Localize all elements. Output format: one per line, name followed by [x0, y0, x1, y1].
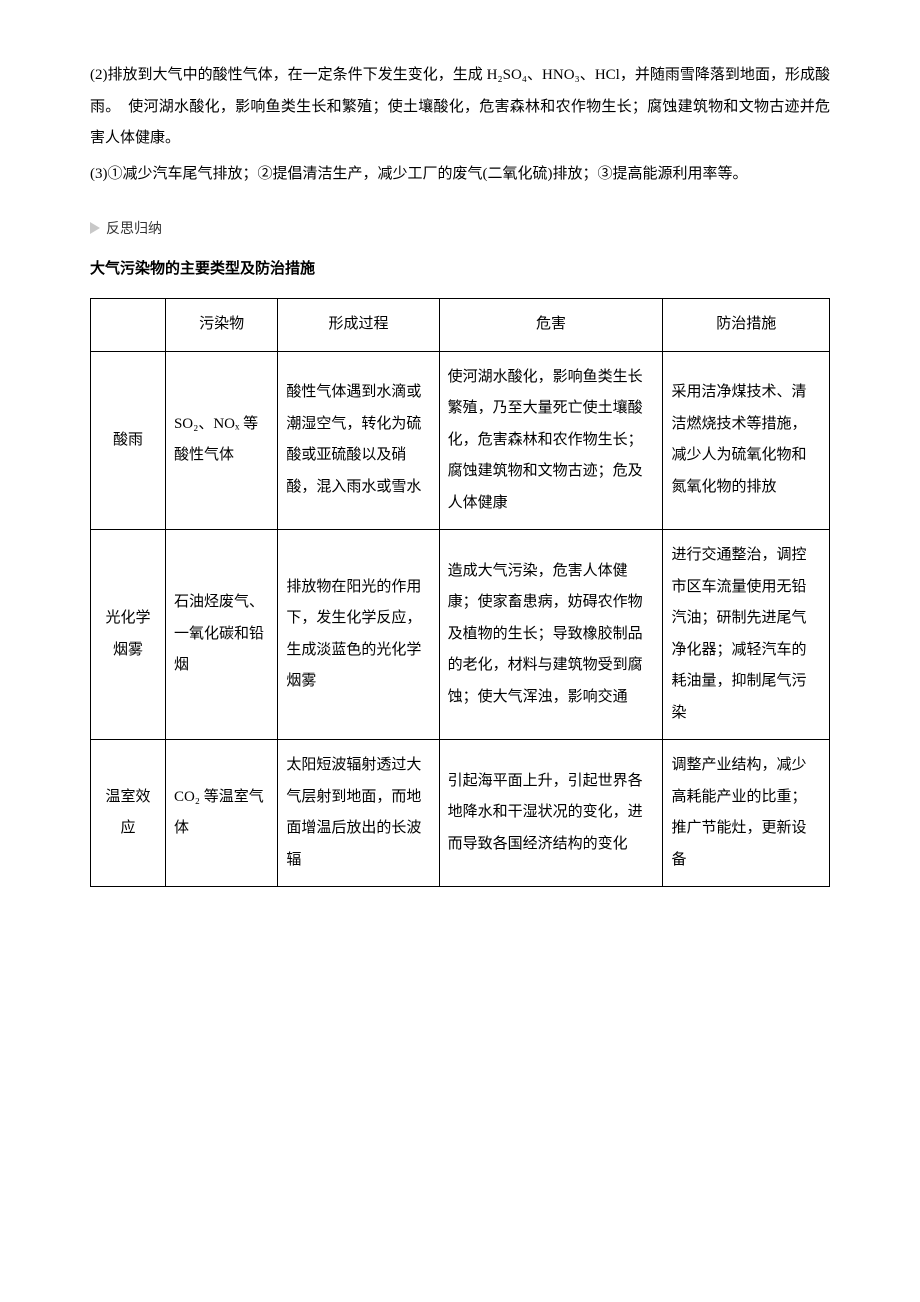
cell-measures: 调整产业结构，减少高耗能产业的比重；推广节能灶，更新设备: [663, 740, 830, 887]
header-process: 形成过程: [278, 299, 439, 352]
cell-process: 排放物在阳光的作用下，发生化学反应，生成淡蓝色的光化学烟雾: [278, 530, 439, 740]
row-label-greenhouse: 温室效应: [91, 740, 166, 887]
cell-measures: 进行交通整治，调控市区车流量使用无铅汽油；研制先进尾气净化器；减轻汽车的耗油量，…: [663, 530, 830, 740]
table-row: 温室效应 CO₂ 等温室气体 太阳短波辐射透过大气层射到地面，而地面增温后放出的…: [91, 740, 830, 887]
row-label-smog: 光化学烟雾: [91, 530, 166, 740]
header-empty: [91, 299, 166, 352]
header-measures: 防治措施: [663, 299, 830, 352]
cell-harm: 造成大气污染，危害人体健康；使家畜患病，妨碍农作物及植物的生长；导致橡胶制品的老…: [439, 530, 663, 740]
cell-pollutant: 石油烃废气、一氧化碳和铅烟: [165, 530, 277, 740]
section-label: 反思归纳: [106, 218, 162, 238]
cell-harm: 使河湖水酸化，影响鱼类生长繁殖，乃至大量死亡使土壤酸化，危害森林和农作物生长；腐…: [439, 351, 663, 530]
cell-pollutant: CO₂ 等温室气体: [165, 740, 277, 887]
cell-process: 太阳短波辐射透过大气层射到地面，而地面增温后放出的长波辐: [278, 740, 439, 887]
cell-harm: 引起海平面上升，引起世界各地降水和干湿状况的变化，进而导致各国经济结构的变化: [439, 740, 663, 887]
paragraph-2: (2)排放到大气中的酸性气体，在一定条件下发生变化，生成 H₂SO₄、HNO₃、…: [90, 60, 830, 155]
table-title: 大气污染物的主要类型及防治措施: [90, 254, 830, 284]
cell-measures: 采用洁净煤技术、清洁燃烧技术等措施，减少人为硫氧化物和氮氧化物的排放: [663, 351, 830, 530]
header-pollutant: 污染物: [165, 299, 277, 352]
table-row: 酸雨 SO₂、NOₓ 等酸性气体 酸性气体遇到水滴或潮湿空气，转化为硫酸或亚硫酸…: [91, 351, 830, 530]
row-label-acid-rain: 酸雨: [91, 351, 166, 530]
table-header-row: 污染物 形成过程 危害 防治措施: [91, 299, 830, 352]
cell-pollutant: SO₂、NOₓ 等酸性气体: [165, 351, 277, 530]
header-harm: 危害: [439, 299, 663, 352]
play-icon: [90, 222, 100, 234]
section-marker: 反思归纳: [90, 218, 830, 238]
table-row: 光化学烟雾 石油烃废气、一氧化碳和铅烟 排放物在阳光的作用下，发生化学反应，生成…: [91, 530, 830, 740]
paragraph-3: (3)①减少汽车尾气排放；②提倡清洁生产，减少工厂的废气(二氧化硫)排放；③提高…: [90, 159, 830, 191]
cell-process: 酸性气体遇到水滴或潮湿空气，转化为硫酸或亚硫酸以及硝酸，混入雨水或雪水: [278, 351, 439, 530]
pollution-table: 污染物 形成过程 危害 防治措施 酸雨 SO₂、NOₓ 等酸性气体 酸性气体遇到…: [90, 298, 830, 887]
